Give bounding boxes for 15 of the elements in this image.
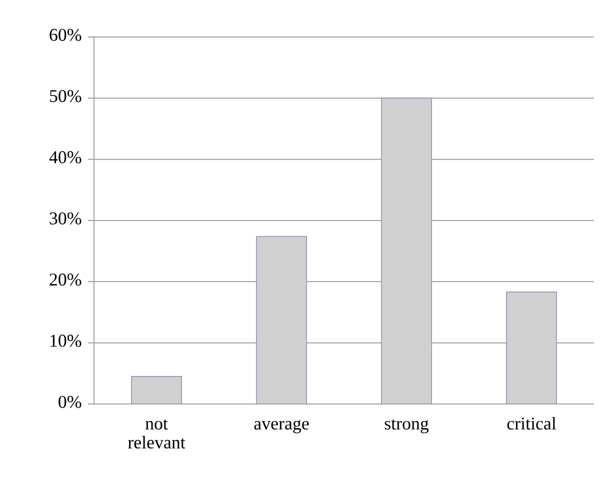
x-tick-label: average — [254, 420, 309, 434]
y-tick-label: 0% — [58, 396, 82, 408]
bar — [131, 376, 182, 404]
x-tick-label: not relevant — [128, 419, 186, 449]
x-tick-label: strong — [384, 419, 429, 434]
y-tick-label: 30% — [50, 212, 82, 225]
bar — [506, 292, 557, 404]
y-tick-label: 50% — [50, 90, 82, 102]
y-tick-label: 40% — [49, 151, 82, 164]
y-tick-label: 60% — [50, 28, 82, 42]
bar — [256, 236, 307, 404]
y-tick-label: 20% — [50, 274, 82, 286]
y-tick-label: 10% — [50, 334, 82, 347]
x-tick-label: critical — [507, 416, 556, 430]
bar — [381, 98, 432, 404]
